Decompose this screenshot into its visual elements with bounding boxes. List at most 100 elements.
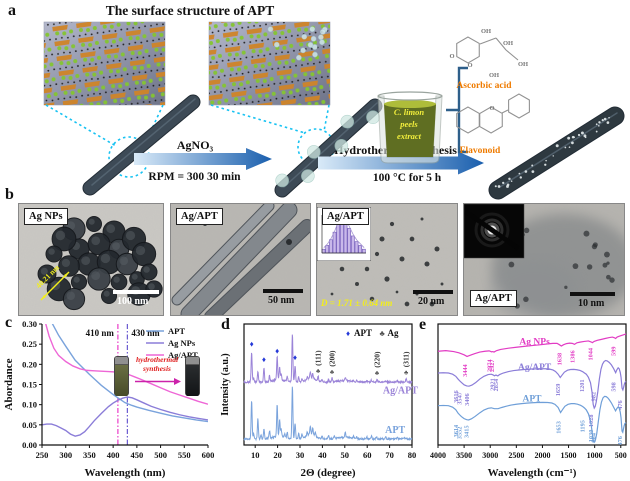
svg-text:(311): (311) <box>402 351 411 367</box>
svg-text:OH: OH <box>481 28 491 35</box>
svg-text:350: 350 <box>83 450 96 460</box>
svg-text:O: O <box>489 105 494 112</box>
svg-text:(111): (111) <box>314 350 323 366</box>
svg-text:430 nm: 430 nm <box>131 328 160 338</box>
svg-text:2854: 2854 <box>493 378 500 391</box>
svg-text:2500: 2500 <box>508 451 524 460</box>
svg-text:3552: 3552 <box>456 427 463 440</box>
svg-text:476: 476 <box>617 400 624 409</box>
tem1-scale-label: 100 nm <box>117 296 149 307</box>
svg-text:599: 599 <box>611 346 618 355</box>
svg-text:APT: APT <box>523 394 543 404</box>
svg-text:♣: ♣ <box>380 329 386 338</box>
svg-text:1500: 1500 <box>561 451 577 460</box>
svg-text:1201: 1201 <box>579 379 586 392</box>
svg-text:1638: 1638 <box>556 353 563 366</box>
svg-text:400: 400 <box>107 450 120 460</box>
svg-text:1000: 1000 <box>587 451 603 460</box>
panel-c-letter: c <box>5 314 13 331</box>
beaker-text: C. limon peels extract <box>393 107 425 141</box>
tem-image-agapt-20nm: Ag/APT 20 nm D = 1.71 ± 0.64 nm <box>316 203 458 316</box>
svg-text:OH: OH <box>503 40 513 47</box>
uvvis-inset: hydrothermal synthesis <box>114 355 206 404</box>
panel-e-letter: e <box>419 316 427 333</box>
svg-text:APT: APT <box>354 328 372 338</box>
tem2-scalebar <box>263 289 303 293</box>
extract-vial <box>114 356 129 396</box>
svg-text:♣: ♣ <box>404 369 409 376</box>
svg-text:0.00: 0.00 <box>22 440 37 450</box>
svg-text:40: 40 <box>318 450 327 460</box>
svg-text:2927: 2927 <box>489 359 496 372</box>
panel-a-schematic: OH OH OH OH O O O <box>43 21 625 200</box>
panel-a-title: The surface structure of APT <box>105 3 275 18</box>
svg-text:APT: APT <box>385 425 405 436</box>
svg-text:Ag NPs: Ag NPs <box>168 338 196 348</box>
svg-text:♦: ♦ <box>275 346 279 355</box>
svg-text:(200): (200) <box>328 350 337 367</box>
svg-text:Wavelength (cm⁻¹): Wavelength (cm⁻¹) <box>488 467 577 479</box>
svg-text:0.20: 0.20 <box>22 359 37 369</box>
flavonoid-label: Flavonoid <box>459 146 501 156</box>
svg-text:3415: 3415 <box>464 425 471 438</box>
svg-text:1195: 1195 <box>579 420 586 432</box>
svg-text:0.15: 0.15 <box>22 380 37 390</box>
svg-text:3444: 3444 <box>462 363 469 376</box>
svg-text:2974: 2974 <box>487 359 494 372</box>
tem-image-agapt-10nm: Ag/APT 10 nm <box>463 203 625 316</box>
svg-text:4000: 4000 <box>430 451 446 460</box>
svg-text:Ag: Ag <box>388 328 399 338</box>
tem3-diameter-annotation: D = 1.71 ± 0.64 nm <box>321 298 393 308</box>
svg-text:(220): (220) <box>373 351 382 368</box>
xrd-chart: ♦ ♦ ♦ ♦ ♣ (111) ♣ (200) ♣ (220) ♣ (311) Ag/APT APT 10 2… <box>216 316 418 481</box>
svg-text:3000: 3000 <box>482 451 498 460</box>
svg-text:500: 500 <box>154 450 167 460</box>
svg-text:0.30: 0.30 <box>22 319 37 329</box>
svg-text:60: 60 <box>363 450 372 460</box>
svg-text:598: 598 <box>611 382 618 391</box>
svg-text:1028: 1028 <box>588 415 595 428</box>
svg-text:1044: 1044 <box>587 347 594 360</box>
svg-text:600: 600 <box>202 450 215 460</box>
svg-text:0.10: 0.10 <box>22 400 37 410</box>
svg-text:450: 450 <box>130 450 143 460</box>
svg-text:3500: 3500 <box>456 451 472 460</box>
svg-text:550: 550 <box>178 450 191 460</box>
product-vial <box>185 356 200 396</box>
svg-text:476: 476 <box>617 436 624 445</box>
svg-text:10: 10 <box>251 450 260 460</box>
agno3-label: AgNO₃ <box>176 138 214 152</box>
tem2-tag: Ag/APT <box>176 208 223 225</box>
svg-text:♦: ♦ <box>250 340 254 349</box>
svg-text:2Θ (degree): 2Θ (degree) <box>300 467 355 479</box>
svg-text:50: 50 <box>341 450 350 460</box>
panel-d-letter: d <box>221 316 230 333</box>
svg-text:♦: ♦ <box>346 329 350 338</box>
tem3-scalebar <box>413 290 453 294</box>
svg-text:Ag/APT: Ag/APT <box>383 386 418 397</box>
svg-text:♣: ♣ <box>316 368 321 375</box>
svg-text:Abordance: Abordance <box>3 358 15 410</box>
svg-text:O: O <box>449 53 454 60</box>
uvvis-inset-caption: hydrothermal synthesis <box>129 355 185 391</box>
svg-text:Ag NPs: Ag NPs <box>519 338 550 348</box>
svg-text:70: 70 <box>385 450 394 460</box>
svg-text:Ag/APT: Ag/APT <box>168 350 198 360</box>
svg-text:2921: 2921 <box>489 378 496 391</box>
svg-text:Ag/APT: Ag/APT <box>518 363 552 373</box>
svg-text:0.05: 0.05 <box>22 420 37 430</box>
svg-text:Intensity (a.u.): Intensity (a.u.) <box>220 353 231 416</box>
svg-text:30: 30 <box>296 450 305 460</box>
svg-text:♣: ♣ <box>330 369 335 376</box>
temperature-label: 100 °C for 5 h <box>372 172 442 184</box>
svg-text:2000: 2000 <box>534 451 550 460</box>
ascorbic-acid-label: Ascorbic acid <box>456 81 512 91</box>
inset-arrow-icon <box>135 378 181 385</box>
svg-text:OH: OH <box>489 72 499 79</box>
svg-text:80: 80 <box>408 450 417 460</box>
tem-agapt-hr-micrograph <box>464 204 624 315</box>
tem4-scale-label: 10 nm <box>578 298 605 309</box>
svg-text:300: 300 <box>59 450 72 460</box>
svg-text:3406: 3406 <box>464 393 471 406</box>
svg-text:♣: ♣ <box>375 370 380 377</box>
